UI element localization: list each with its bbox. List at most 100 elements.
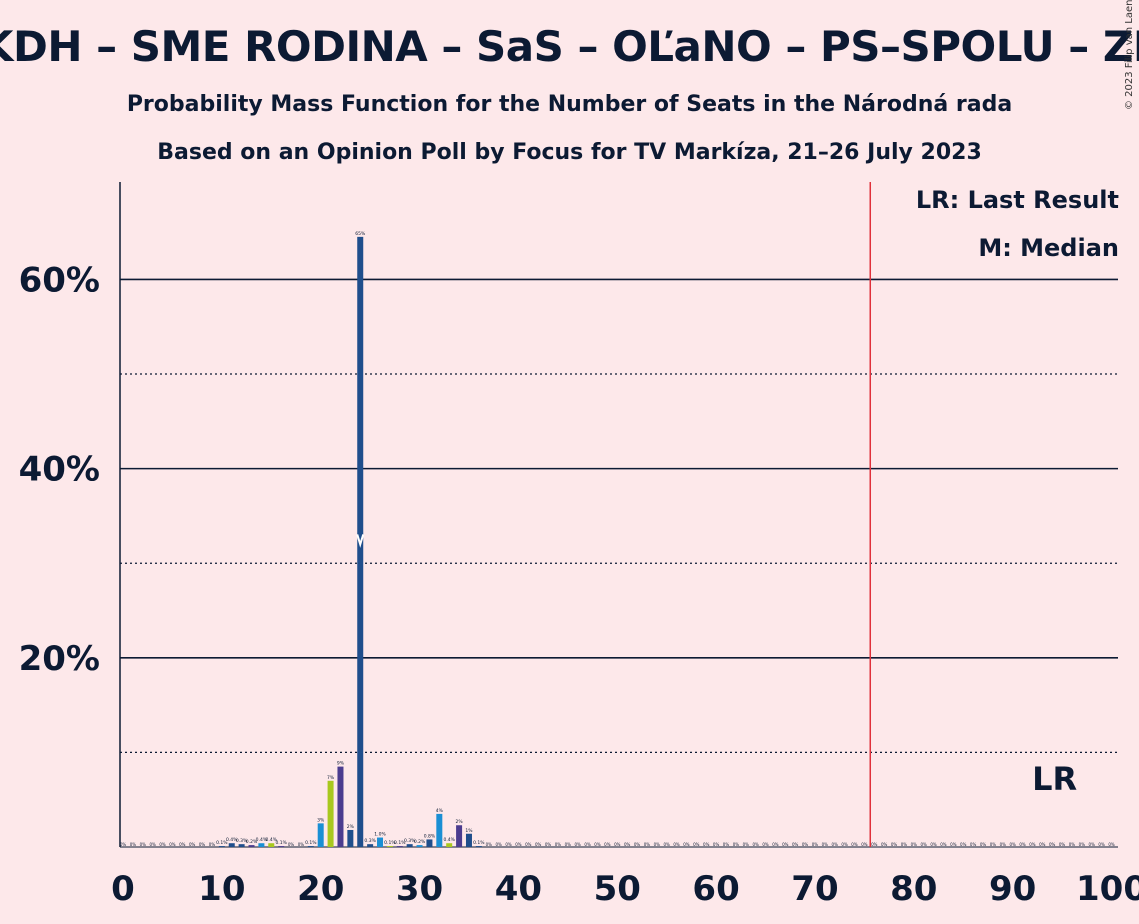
legend-median: M: Median: [978, 234, 1119, 262]
zero-value-label: 0%: [1098, 842, 1105, 847]
bar-value-label: 2%: [347, 824, 355, 830]
bar-value-label: 0.2%: [414, 839, 426, 845]
zero-value-label: 0%: [545, 842, 552, 847]
zero-value-label: 0%: [970, 842, 977, 847]
bar-value-label: 0.4%: [256, 837, 268, 843]
bar-value-label: 0.1%: [394, 840, 406, 846]
x-tick-label: 30: [396, 869, 443, 909]
bar-seat-13: [248, 845, 255, 847]
zero-value-label: 0%: [515, 842, 522, 847]
x-tick-label: 60: [692, 869, 739, 909]
bar-value-label: 3%: [317, 817, 325, 823]
x-tick-label: 20: [297, 869, 344, 909]
bar-value-label: 9%: [337, 761, 345, 767]
zero-value-label: 0%: [288, 842, 295, 847]
zero-value-label: 0%: [654, 842, 661, 847]
zero-value-label: 0%: [209, 842, 216, 847]
bar-value-label: 0.1%: [305, 840, 317, 846]
bar-seat-31: [426, 839, 433, 847]
zero-value-label: 0%: [140, 842, 147, 847]
bar-value-label: 2%: [456, 819, 464, 825]
bar-seat-36: [475, 846, 482, 847]
zero-value-label: 0%: [584, 842, 591, 847]
zero-value-label: 0%: [752, 842, 759, 847]
zero-value-label: 0%: [980, 842, 987, 847]
zero-value-label: 0%: [990, 842, 997, 847]
zero-value-label: 0%: [575, 842, 582, 847]
bar-value-label: 7%: [327, 775, 335, 781]
x-tick-label: 100: [1076, 869, 1139, 909]
bar-value-label: 0.3%: [404, 838, 416, 844]
zero-value-label: 0%: [120, 842, 127, 847]
zero-value-label: 0%: [673, 842, 680, 847]
zero-value-label: 0%: [1079, 842, 1086, 847]
bar-seat-14: [258, 843, 265, 847]
x-tick-label: 80: [890, 869, 937, 909]
zero-value-label: 0%: [723, 842, 730, 847]
zero-value-label: 0%: [1000, 842, 1007, 847]
zero-value-label: 0%: [901, 842, 908, 847]
chart-subtitle-2: Based on an Opinion Poll by Focus for TV…: [157, 140, 982, 165]
legend-last-result: LR: Last Result: [915, 186, 1119, 214]
median-marker: [356, 534, 365, 548]
bar-value-label: 0.3%: [236, 838, 248, 844]
zero-value-label: 0%: [851, 842, 858, 847]
bar-value-label: 65%: [355, 231, 366, 237]
bar-seat-19: [307, 846, 314, 847]
bar-seat-26: [377, 837, 384, 847]
bar-seat-25: [367, 844, 374, 847]
bar-value-label: 0.8%: [424, 833, 436, 839]
bar-seat-27: [386, 846, 393, 847]
zero-value-label: 0%: [644, 842, 651, 847]
bar-value-label: 0.1%: [384, 840, 396, 846]
bar-seat-21: [327, 780, 334, 847]
zero-value-label: 0%: [495, 842, 502, 847]
zero-value-label: 0%: [614, 842, 621, 847]
zero-value-label: 0%: [733, 842, 740, 847]
zero-value-label: 0%: [505, 842, 512, 847]
zero-value-label: 0%: [634, 842, 641, 847]
zero-value-label: 0%: [1108, 842, 1115, 847]
bar-seat-33: [446, 843, 453, 847]
bar-value-label: 1.0%: [374, 832, 386, 838]
zero-value-label: 0%: [911, 842, 918, 847]
zero-value-label: 0%: [1009, 842, 1016, 847]
zero-value-label: 0%: [1039, 842, 1046, 847]
zero-value-label: 0%: [1049, 842, 1056, 847]
zero-value-label: 0%: [663, 842, 670, 847]
zero-value-label: 0%: [179, 842, 186, 847]
zero-value-label: 0%: [792, 842, 799, 847]
zero-value-label: 0%: [683, 842, 690, 847]
chart-title: KDH – SME RODINA – SaS – OĽaNO – PS–SPOL…: [0, 22, 1139, 71]
zero-value-label: 0%: [693, 842, 700, 847]
zero-value-label: 0%: [871, 842, 878, 847]
y-tick-label: 20%: [19, 639, 100, 679]
x-tick-label: 10: [198, 869, 245, 909]
zero-value-label: 0%: [624, 842, 631, 847]
bar-value-label: 0.4%: [226, 837, 238, 843]
zero-value-label: 0%: [960, 842, 967, 847]
zero-value-label: 0%: [782, 842, 789, 847]
zero-value-label: 0%: [298, 842, 305, 847]
x-tick-label: 40: [495, 869, 542, 909]
bar-value-label: 1%: [465, 828, 473, 834]
zero-value-label: 0%: [881, 842, 888, 847]
zero-value-label: 0%: [555, 842, 562, 847]
zero-value-label: 0%: [130, 842, 137, 847]
bar-seat-15: [268, 843, 275, 847]
bar-seat-12: [238, 844, 245, 847]
zero-value-label: 0%: [762, 842, 769, 847]
zero-value-label: 0%: [802, 842, 809, 847]
zero-value-label: 0%: [950, 842, 957, 847]
y-tick-label: 40%: [19, 450, 100, 490]
zero-value-label: 0%: [703, 842, 710, 847]
zero-value-label: 0%: [1019, 842, 1026, 847]
bar-seat-29: [406, 844, 413, 847]
bar-seat-28: [396, 846, 403, 847]
y-tick-label: 60%: [19, 260, 100, 300]
x-tick-label: 70: [791, 869, 838, 909]
bar-value-label: 0.4%: [443, 837, 455, 843]
zero-value-label: 0%: [565, 842, 572, 847]
zero-value-label: 0%: [743, 842, 750, 847]
zero-value-label: 0%: [1029, 842, 1036, 847]
